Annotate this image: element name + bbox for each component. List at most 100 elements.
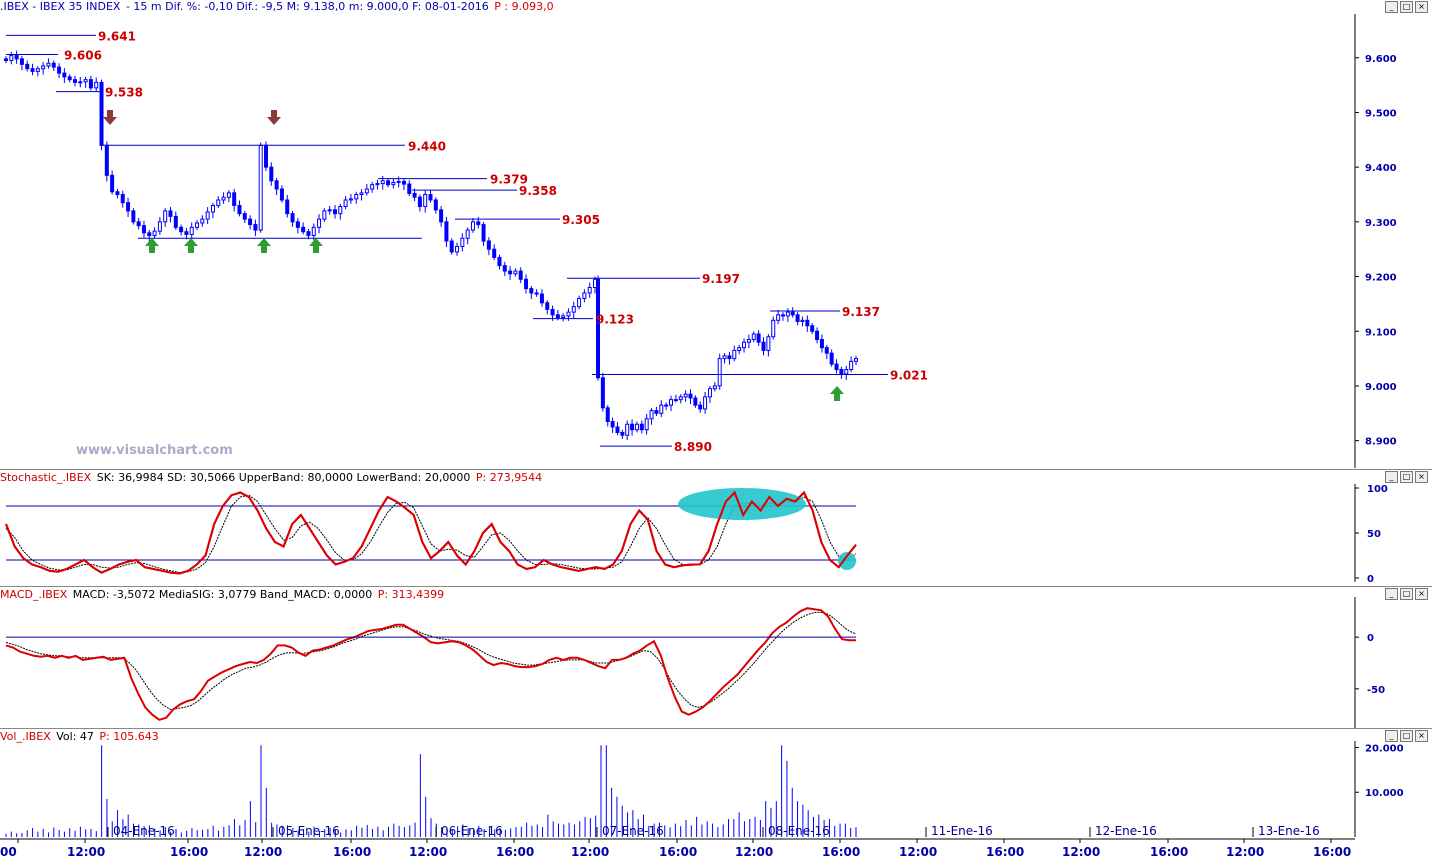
time-label: 16:00 <box>822 845 860 858</box>
candle-body <box>407 183 412 194</box>
stochastic-p: P: 273,9544 <box>475 471 543 484</box>
date-label: 13-Ene-16 <box>1258 824 1320 838</box>
candle-body <box>465 229 470 239</box>
candle-body <box>57 66 62 74</box>
candle-body <box>596 278 600 379</box>
volume-pane[interactable]: 20.000 10.000 04-Ene-16 05-Ene-16 06-Ene-16 0… <box>0 728 1432 858</box>
level-label: 9.440 <box>408 139 446 153</box>
candle-body <box>423 194 428 208</box>
price-pane[interactable]: 9.600 9.500 9.400 9.300 9.200 9.100 9.000 8.900… <box>0 0 1432 468</box>
instrument-name: .IBEX - IBEX 35 INDEX <box>0 0 121 13</box>
macd-values: MACD: -3,5072 MediaSIG: 3,0779 Band_MACD… <box>72 588 373 601</box>
minimize-button[interactable]: _ <box>1385 1 1398 13</box>
minimize-button[interactable]: _ <box>1385 471 1398 483</box>
candle-body <box>683 393 688 398</box>
up-arrow-icon <box>145 238 159 253</box>
candle-body <box>630 423 635 431</box>
series-line-sk-top <box>5 490 857 575</box>
maximize-button[interactable]: □ <box>1400 730 1413 742</box>
candle-body <box>4 58 8 61</box>
time-label: 12:00 <box>67 845 105 858</box>
candle-body <box>232 192 237 206</box>
close-button[interactable]: × <box>1415 471 1428 483</box>
candle-body <box>375 183 380 186</box>
macd-chart: 0 -50 <box>5 597 1385 728</box>
candle-body <box>625 423 630 436</box>
volume-p: P: 105.643 <box>99 730 159 743</box>
candle-body <box>727 355 732 360</box>
price-y-tick-label: 9.200 <box>1365 273 1397 284</box>
level-label: 9.641 <box>98 29 136 43</box>
candle-body <box>502 265 507 272</box>
close-button[interactable]: × <box>1415 730 1428 742</box>
candle-body <box>226 192 231 198</box>
candle-body <box>62 72 67 78</box>
minimize-button[interactable]: _ <box>1385 730 1398 742</box>
candle-body <box>582 292 587 299</box>
date-label: 07-Ene-16 <box>602 824 664 838</box>
candle-body <box>834 363 839 371</box>
highlight-ellipse <box>678 488 806 520</box>
candle-body <box>380 180 385 185</box>
candle-body <box>72 79 77 83</box>
date-label: 05-Ene-16 <box>278 824 340 838</box>
close-button[interactable]: × <box>1415 588 1428 600</box>
candle-body <box>19 58 24 65</box>
candle-body <box>620 431 625 436</box>
minimize-button[interactable]: _ <box>1385 588 1398 600</box>
candle-body <box>221 196 226 201</box>
candle-body <box>88 79 93 89</box>
maximize-button[interactable]: □ <box>1400 588 1413 600</box>
price-header: .IBEX - IBEX 35 INDEX - 15 m Dif. %: -0,… <box>0 0 1432 15</box>
down-arrow-icon <box>103 110 117 125</box>
candle-body <box>35 68 40 72</box>
candle-body <box>751 333 756 340</box>
candle-body <box>737 347 742 351</box>
candle-body <box>290 213 295 223</box>
candle-body <box>401 180 406 185</box>
candle-body <box>343 199 348 208</box>
candle-body <box>644 418 649 431</box>
level-label: 9.606 <box>64 48 102 62</box>
level-label: 9.379 <box>490 173 528 187</box>
candle-body <box>518 270 523 280</box>
candle-body <box>664 404 669 407</box>
price-y-tick-label: 9.500 <box>1365 108 1397 119</box>
candle-body <box>476 221 481 226</box>
candle-body <box>370 184 375 190</box>
candle-body <box>460 237 465 247</box>
candle-body <box>555 314 560 319</box>
candle-body <box>279 188 284 201</box>
candle-body <box>815 330 820 340</box>
up-arrow-icon <box>257 238 271 253</box>
y-tick-label: 0 <box>1367 633 1374 644</box>
candle-body <box>824 347 829 354</box>
candle-body <box>179 226 184 233</box>
candle-body <box>216 199 221 206</box>
time-label: 16:00 <box>496 845 534 858</box>
maximize-button[interactable]: □ <box>1400 471 1413 483</box>
price-window-buttons: _ □ × <box>1385 1 1428 13</box>
candle-body <box>67 76 72 81</box>
candle-body <box>78 81 83 84</box>
candle-body <box>849 360 854 371</box>
macd-pane[interactable]: 0 -50 MACD_.IBEX MACD: -3,5072 MediaSIG: … <box>0 586 1432 728</box>
candle-body <box>391 181 396 186</box>
maximize-button[interactable]: □ <box>1400 1 1413 13</box>
close-button[interactable]: × <box>1415 1 1428 13</box>
candle-body <box>722 355 727 360</box>
candle-body <box>295 221 300 228</box>
candle-body <box>439 209 444 223</box>
price-y-tick-label: 9.400 <box>1365 163 1397 174</box>
candle-body <box>104 144 109 176</box>
candle-body <box>332 209 337 215</box>
macd-p: P: 313,4399 <box>377 588 445 601</box>
candle-body <box>771 319 776 338</box>
stochastic-header: Stochastic_.IBEX SK: 36,9984 SD: 30,5066… <box>0 471 1432 486</box>
candle-body <box>600 377 605 409</box>
candle-body <box>449 240 454 253</box>
candle-body <box>829 352 834 365</box>
stochastic-pane[interactable]: 100 50 0 Stochastic_.IBEX SK: 36,9984 SD: … <box>0 469 1432 586</box>
candle-body <box>810 325 815 332</box>
up-arrow-icon <box>830 386 844 401</box>
